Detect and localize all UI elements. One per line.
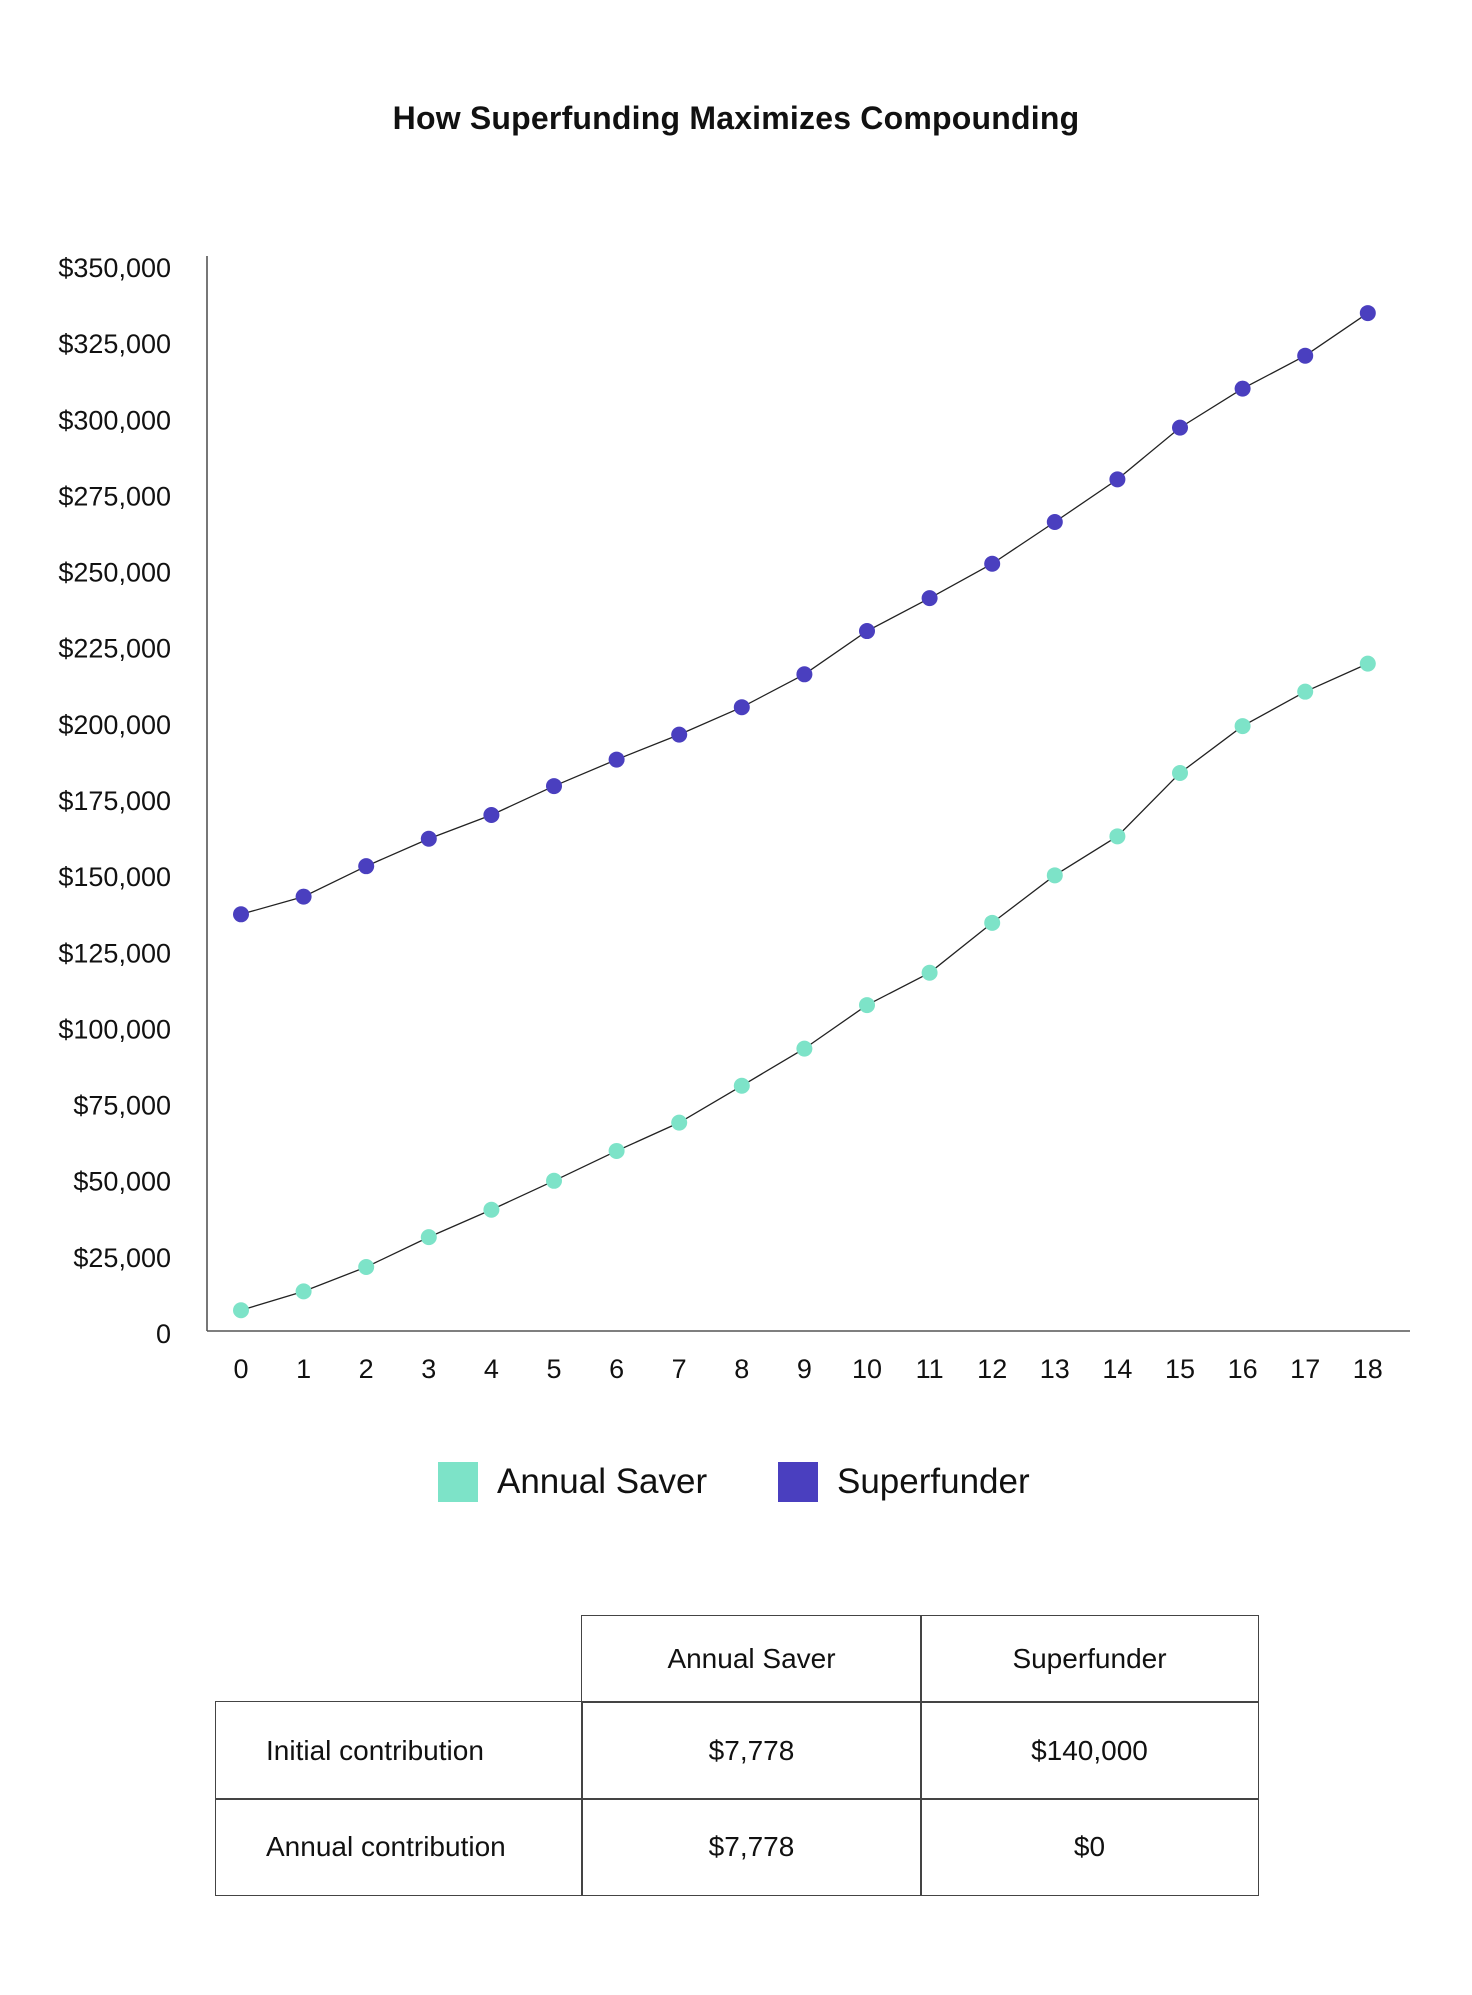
data-point-annual-saver <box>608 1142 625 1159</box>
data-point-annual-saver <box>984 914 1001 931</box>
data-point-superfunder <box>233 906 249 923</box>
x-tick-label: 14 <box>1102 1354 1132 1384</box>
data-point-annual-saver <box>233 1302 249 1319</box>
x-tick-label: 7 <box>672 1354 687 1384</box>
data-point-annual-saver <box>921 964 938 981</box>
legend-item-annual-saver: Annual Saver <box>438 1462 707 1502</box>
legend-label-superfunder: Superfunder <box>837 1462 1030 1501</box>
table-row-label: Initial contribution <box>215 1701 583 1800</box>
y-tick-label: $25,000 <box>73 1243 171 1273</box>
data-point-superfunder <box>921 590 938 607</box>
data-point-superfunder <box>1297 347 1314 364</box>
table-cell: $7,778 <box>581 1798 922 1896</box>
data-point-superfunder <box>1234 380 1251 397</box>
data-point-annual-saver <box>1109 828 1126 845</box>
data-point-superfunder <box>671 726 688 743</box>
chart-axes <box>206 256 1410 1332</box>
data-point-annual-saver <box>796 1040 813 1057</box>
data-point-superfunder <box>1359 305 1376 322</box>
data-point-annual-saver <box>671 1114 688 1131</box>
data-point-superfunder <box>1172 419 1188 436</box>
series-line-annual-saver <box>240 663 1369 1311</box>
data-point-superfunder <box>546 778 562 795</box>
data-point-annual-saver <box>420 1229 437 1246</box>
data-point-annual-saver <box>358 1258 375 1275</box>
contribution-table: Annual Saver Superfunder Initial contrib… <box>215 1615 1259 1901</box>
data-point-annual-saver <box>483 1201 500 1218</box>
table-header-superfunder: Superfunder <box>920 1615 1259 1703</box>
x-tick-label: 3 <box>421 1354 436 1384</box>
y-tick-label: $150,000 <box>58 862 171 892</box>
legend-label-annual-saver: Annual Saver <box>497 1462 708 1501</box>
y-tick-label: $100,000 <box>58 1014 171 1044</box>
chart-title: How Superfunding Maximizes Compounding <box>392 100 1080 136</box>
x-axis-ticks: 0 1 2 3 4 5 6 7 8 9 10 11 12 13 14 15 16 17 18 <box>233 1354 1382 1384</box>
data-point-annual-saver <box>859 997 875 1014</box>
data-point-superfunder <box>1109 471 1126 488</box>
data-point-annual-saver <box>546 1172 562 1189</box>
data-point-superfunder <box>358 858 375 875</box>
y-tick-label: $125,000 <box>58 938 171 968</box>
x-tick-label: 16 <box>1228 1354 1258 1384</box>
legend-item-superfunder: Superfunder <box>778 1462 1030 1502</box>
data-point-superfunder <box>859 623 875 640</box>
legend-swatch-superfunder <box>778 1462 818 1502</box>
x-tick-label: 2 <box>359 1354 374 1384</box>
x-tick-label: 4 <box>484 1354 499 1384</box>
data-point-superfunder <box>295 888 312 905</box>
data-point-annual-saver <box>295 1283 312 1300</box>
y-tick-label: $325,000 <box>58 329 171 359</box>
y-axis-ticks: 0 $25,000 $50,000 $75,000 $100,000 $125,000 $1… <box>58 253 171 1349</box>
data-point-superfunder <box>733 699 750 716</box>
x-tick-label: 18 <box>1353 1354 1383 1384</box>
data-point-superfunder <box>420 830 437 847</box>
data-point-annual-saver <box>1234 718 1251 735</box>
chart-legend: Annual Saver Superfunder <box>0 1462 1472 1522</box>
x-tick-label: 1 <box>296 1354 311 1384</box>
data-point-annual-saver <box>1046 867 1063 884</box>
x-tick-label: 12 <box>977 1354 1007 1384</box>
data-point-annual-saver <box>733 1077 750 1094</box>
data-point-annual-saver <box>1297 683 1314 700</box>
x-tick-label: 6 <box>609 1354 624 1384</box>
line-chart: 0 $25,000 $50,000 $75,000 $100,000 $125,000 $1… <box>58 253 1410 1384</box>
y-tick-label: $200,000 <box>58 710 171 740</box>
table-header-annual-saver: Annual Saver <box>581 1615 922 1703</box>
y-tick-label: $350,000 <box>58 253 171 283</box>
x-tick-label: 15 <box>1165 1354 1195 1384</box>
y-tick-label: $300,000 <box>58 405 171 435</box>
y-tick-label: $50,000 <box>73 1167 171 1197</box>
y-tick-label: $175,000 <box>58 786 171 816</box>
y-tick-label: $275,000 <box>58 481 171 511</box>
table-cell: $0 <box>920 1798 1259 1896</box>
table-cell: $7,778 <box>581 1701 922 1800</box>
x-tick-label: 11 <box>916 1354 944 1384</box>
data-point-superfunder <box>1046 514 1063 531</box>
data-point-superfunder <box>483 807 500 824</box>
series-line-superfunder <box>240 312 1369 915</box>
table-row-label: Annual contribution <box>215 1798 583 1896</box>
y-tick-label: 0 <box>156 1319 171 1349</box>
x-tick-label: 13 <box>1040 1354 1070 1384</box>
x-tick-label: 5 <box>546 1354 561 1384</box>
x-tick-label: 17 <box>1290 1354 1320 1384</box>
legend-swatch-annual-saver <box>438 1462 478 1502</box>
x-tick-label: 0 <box>233 1354 248 1384</box>
data-point-superfunder <box>984 555 1001 572</box>
y-tick-label: $250,000 <box>58 558 171 588</box>
data-point-annual-saver <box>1359 655 1376 672</box>
table-cell: $140,000 <box>920 1701 1259 1800</box>
series-layer <box>233 305 1376 1319</box>
y-tick-label: $75,000 <box>73 1091 171 1121</box>
data-point-annual-saver <box>1172 764 1188 781</box>
data-point-superfunder <box>608 751 625 768</box>
y-tick-label: $225,000 <box>58 634 171 664</box>
x-tick-label: 10 <box>852 1354 882 1384</box>
x-tick-label: 8 <box>734 1354 749 1384</box>
x-tick-label: 9 <box>797 1354 812 1384</box>
data-point-superfunder <box>796 666 813 683</box>
